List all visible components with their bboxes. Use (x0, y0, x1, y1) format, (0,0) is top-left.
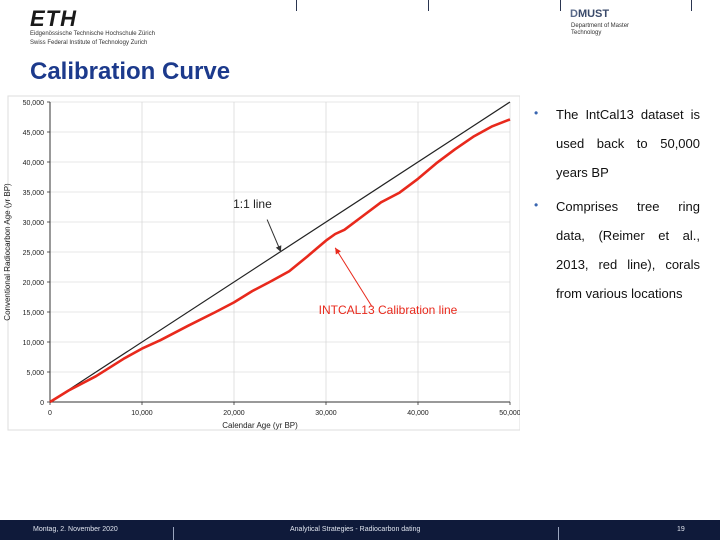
bullet-icon: • (534, 106, 539, 120)
y-tick-label: 25,000 (23, 250, 45, 257)
x-tick-label: 50,000 (499, 410, 520, 417)
x-tick-label: 20,000 (223, 410, 245, 417)
y-tick-label: 10,000 (23, 340, 45, 347)
eth-logo: ETH Eidgenössische Technische Hochschule… (30, 6, 190, 52)
department-logo-d: D (570, 8, 578, 20)
series-line-intcal13 (49, 118, 511, 404)
y-tick-label: 50,000 (23, 100, 45, 107)
department-logo-title: DMUST (570, 8, 609, 20)
bullet-icon: • (534, 198, 539, 212)
page-number: 19 (677, 526, 685, 533)
slide-title: Calibration Curve (30, 58, 231, 85)
y-axis-label: Conventional Radiocarbon Age (yr BP) (3, 183, 12, 321)
chart-grid (49, 101, 511, 403)
x-tick-label: 0 (48, 410, 52, 417)
chart-tick-labels: 0 5,000 10,000 15,000 20,000 25,000 30,000 35,0… (23, 100, 520, 417)
header-divider (560, 0, 561, 11)
x-tick-label: 30,000 (315, 410, 337, 417)
bullet-item: • The IntCal13 dataset is used back to 5… (534, 100, 700, 187)
header-divider (691, 0, 692, 11)
y-tick-label: 15,000 (23, 310, 45, 317)
footer-bar: Montag, 2. November 2020 Analytical Stra… (0, 520, 720, 540)
annotation-intcal13-arrow (334, 247, 373, 307)
y-tick-label: 40,000 (23, 160, 45, 167)
annotation-intcal13-label: INTCAL13 Calibration line (319, 303, 458, 317)
footer-divider (173, 527, 174, 540)
bullet-item: • Comprises tree ring data, (Reimer et a… (534, 192, 700, 308)
footer-date: Montag, 2. November 2020 (33, 526, 118, 533)
y-tick-label: 30,000 (23, 220, 45, 227)
bullet-text: The IntCal13 dataset is used back to 50,… (556, 107, 700, 180)
bullet-list: • The IntCal13 dataset is used back to 5… (534, 100, 700, 308)
x-tick-label: 10,000 (131, 410, 153, 417)
y-tick-label: 5,000 (26, 370, 44, 377)
y-tick-label: 35,000 (23, 190, 45, 197)
chart-series (49, 101, 511, 404)
y-tick-label: 0 (40, 400, 44, 407)
eth-logo-line2: Swiss Federal Institute of Technology Zu… (30, 40, 148, 46)
footer-divider (558, 527, 559, 540)
header-divider (428, 0, 429, 11)
department-logo-subtitle: Department of Master Technology (571, 23, 630, 36)
chart-axes (47, 101, 511, 405)
footer-course: Analytical Strategies - Radiocarbon dati… (290, 526, 421, 533)
y-tick-label: 45,000 (23, 130, 45, 137)
series-line-one-to-one (49, 101, 511, 403)
eth-logo-word: ETH (30, 6, 77, 31)
annotation-intcal13-arrowhead (335, 247, 341, 255)
x-tick-label: 40,000 (407, 410, 429, 417)
calibration-chart: 0 5,000 10,000 15,000 20,000 25,000 30,000 35,0… (0, 92, 520, 434)
x-axis-label: Calendar Age (yr BP) (222, 421, 298, 430)
department-logo: DMUST Department of Master Technology (570, 8, 680, 48)
eth-logo-line1: Eidgenössische Technische Hochschule Zür… (30, 31, 155, 37)
annotation-one-to-one-arrowhead (275, 245, 282, 252)
bullet-text: Comprises tree ring data, (Reimer et al.… (556, 199, 700, 301)
annotation-one-to-one-line: 1:1 line (233, 197, 272, 211)
y-tick-label: 20,000 (23, 280, 45, 287)
header-divider (296, 0, 297, 11)
calibration-chart-svg: 0 5,000 10,000 15,000 20,000 25,000 30,000 35,0… (3, 95, 520, 431)
department-logo-rest: MUST (577, 8, 610, 20)
